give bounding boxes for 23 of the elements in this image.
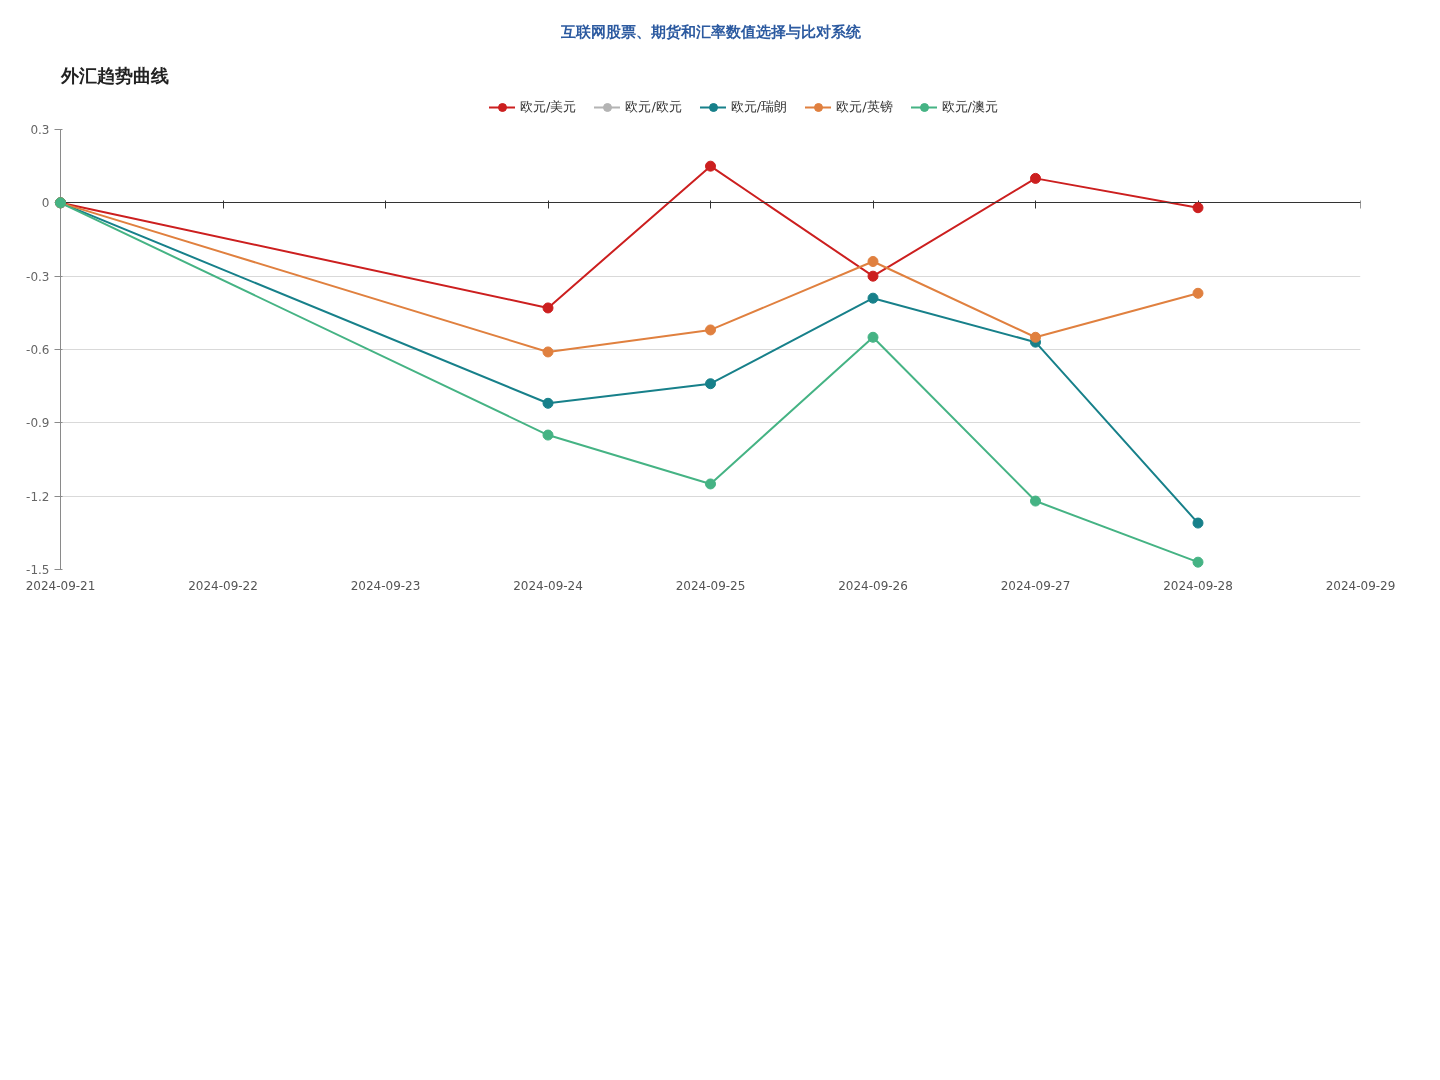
x-tick-label: 2024-09-26 bbox=[838, 578, 908, 593]
x-tick-label: 2024-09-23 bbox=[350, 578, 421, 593]
x-tick-label: 2024-09-24 bbox=[513, 578, 583, 593]
x-tick-label: 2024-09-29 bbox=[1325, 578, 1396, 593]
y-tick-label: -1.2 bbox=[26, 489, 50, 504]
x-tick-label: 2024-09-25 bbox=[675, 578, 746, 593]
y-tick-label: -0.9 bbox=[26, 416, 50, 431]
x-tick-label: 2024-09-28 bbox=[1163, 578, 1233, 593]
y-tick-label: 0.3 bbox=[30, 123, 50, 137]
y-tick-label: -1.5 bbox=[26, 563, 50, 577]
chart-subtitle: 外汇趋势曲线 bbox=[59, 64, 169, 86]
legend-label: 欧元/美元 bbox=[520, 98, 577, 116]
chart-title: 互联网股票、期货和汇率数值选择与比对系统 bbox=[559, 22, 862, 41]
legend-label: 欧元/瑞朗 bbox=[730, 98, 788, 116]
legend-label: 欧元/欧元 bbox=[625, 98, 682, 116]
y-tick-label: -0.3 bbox=[26, 269, 50, 284]
legend-label: 欧元/英镑 bbox=[836, 98, 893, 116]
y-tick-label: -0.6 bbox=[26, 343, 50, 357]
legend-label: 欧元/澳元 bbox=[941, 98, 998, 116]
y-tick-label: 0 bbox=[41, 196, 50, 211]
x-tick-label: 2024-09-22 bbox=[188, 578, 258, 593]
x-tick-label: 2024-09-21 bbox=[25, 578, 96, 593]
x-tick-label: 2024-09-27 bbox=[1000, 578, 1071, 593]
